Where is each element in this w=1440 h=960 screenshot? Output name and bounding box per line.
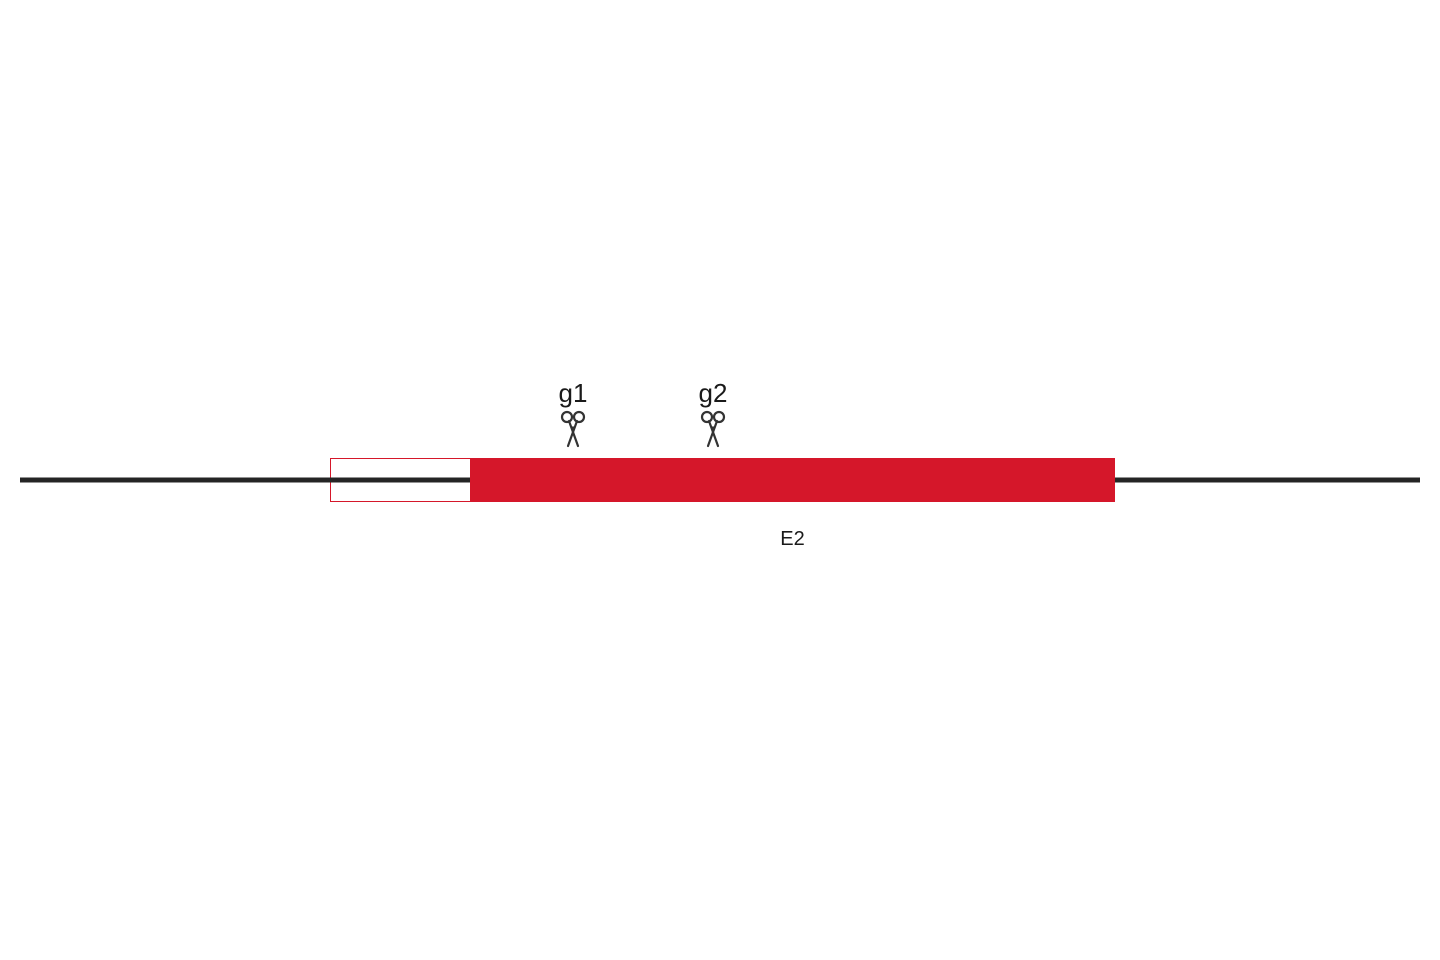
scissors-icon — [558, 410, 588, 453]
guide-label: g2 — [699, 378, 728, 409]
guide-label: g1 — [559, 378, 588, 409]
gene-diagram: E2 g1 g2 — [0, 0, 1440, 960]
genome-backbone-inner — [330, 478, 470, 483]
exon-cds-box — [470, 458, 1115, 502]
exon-label: E2 — [780, 528, 804, 551]
scissors-icon — [698, 410, 728, 453]
